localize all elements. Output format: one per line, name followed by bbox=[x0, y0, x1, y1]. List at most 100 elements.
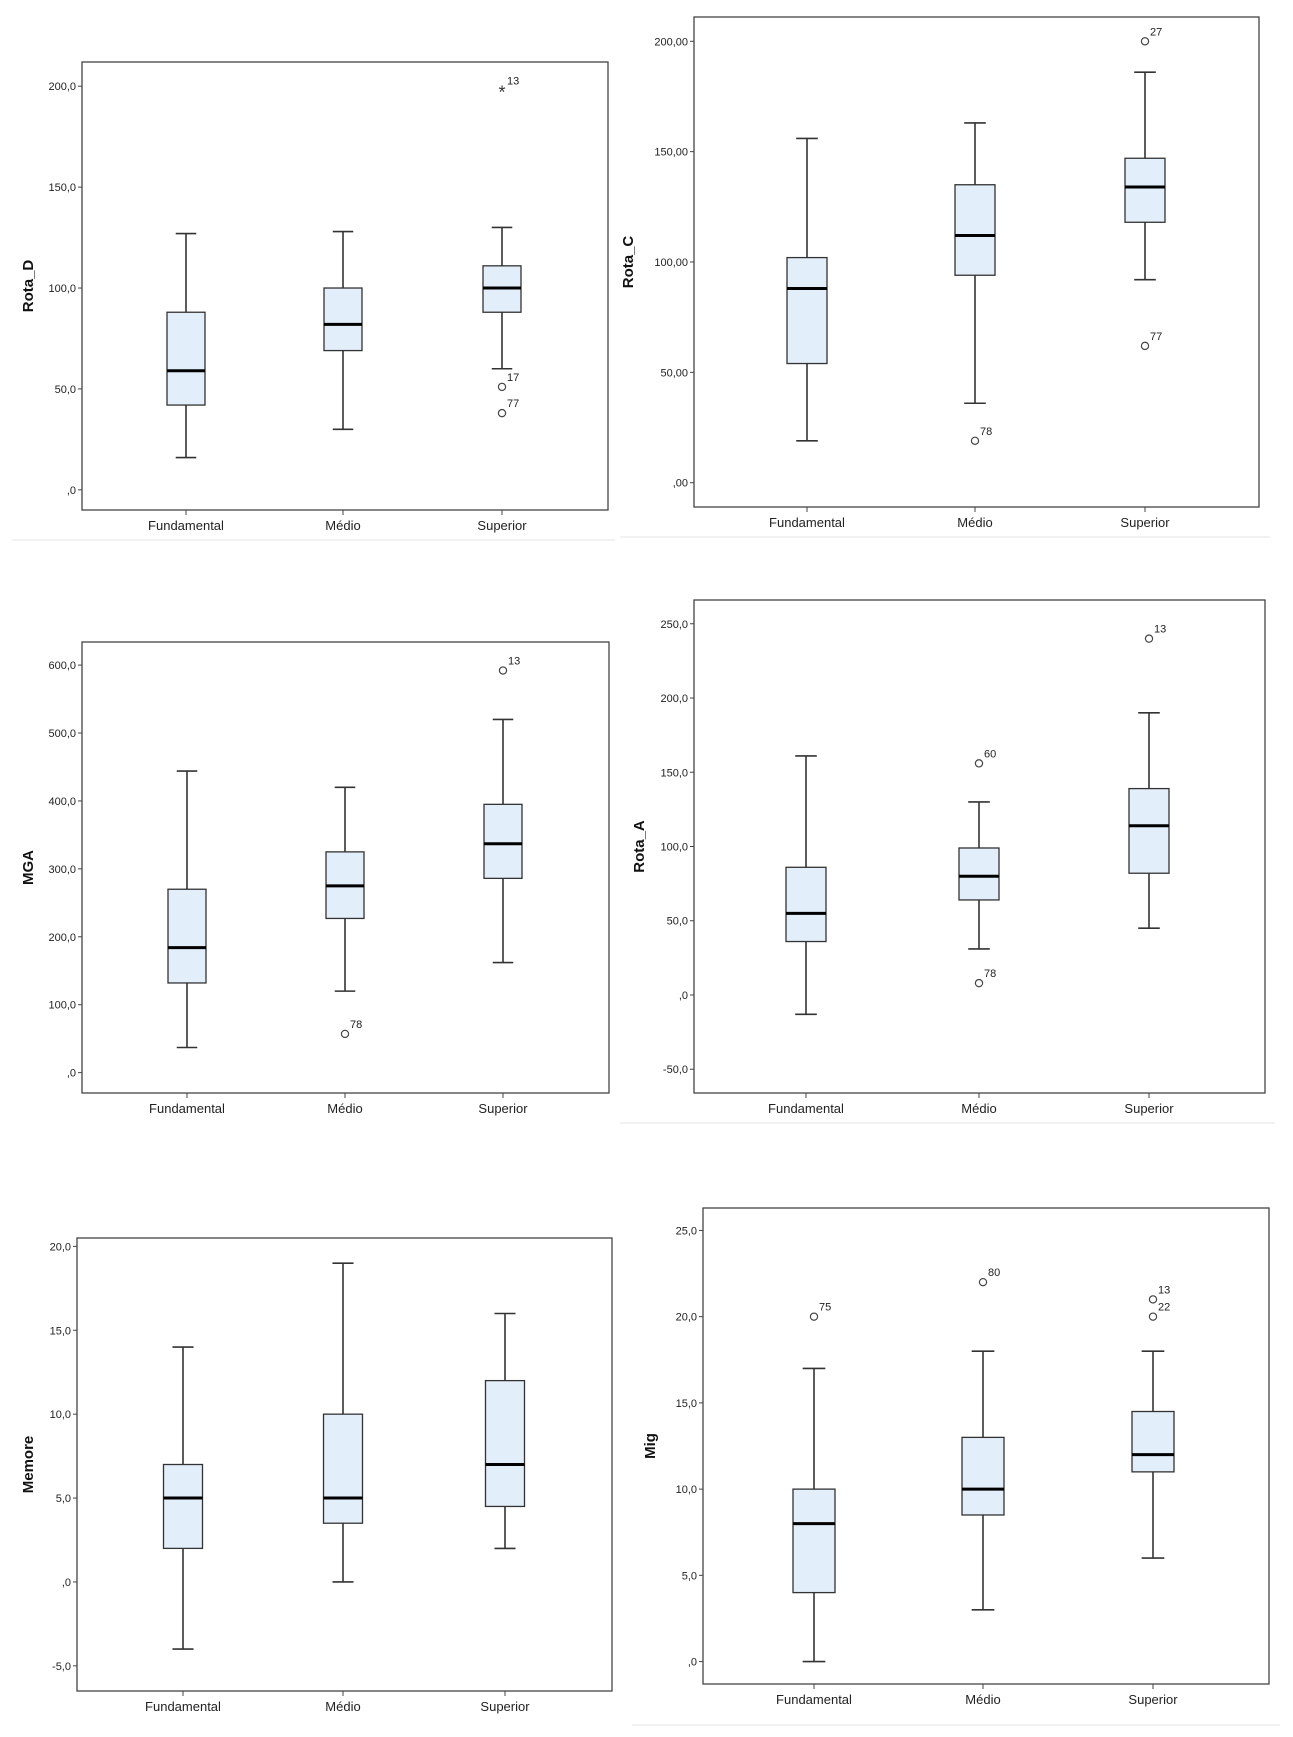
y-tick-label: 50,0 bbox=[667, 916, 688, 928]
x-tick-label: Superior bbox=[1120, 515, 1170, 530]
outlier-marker bbox=[1148, 1295, 1158, 1304]
iqr-box bbox=[786, 256, 828, 365]
iqr-box bbox=[958, 847, 1000, 901]
x-tick-label: Médio bbox=[325, 518, 360, 533]
x-tick-label: Superior bbox=[477, 518, 527, 533]
y-axis-title: MGA bbox=[20, 850, 37, 885]
box-superior: *13 17 77 bbox=[482, 75, 522, 418]
x-tick-label: Superior bbox=[1128, 1692, 1178, 1707]
x-tick-label: Superior bbox=[480, 1699, 530, 1714]
x-tick-label: Fundamental bbox=[149, 1101, 225, 1116]
outlier-marker bbox=[340, 1029, 350, 1039]
y-tick-label: 250,0 bbox=[660, 619, 688, 631]
iqr-box bbox=[322, 1413, 364, 1524]
box-fundamental bbox=[166, 232, 206, 459]
x-tick-label: Superior bbox=[478, 1101, 528, 1116]
x-tick-label: Fundamental bbox=[769, 515, 845, 530]
box-medio: 80 bbox=[961, 1267, 1005, 1611]
outlier-marker bbox=[978, 1277, 988, 1287]
box-medio: 60 78 bbox=[958, 748, 1000, 988]
outlier-label: 17 bbox=[507, 372, 519, 384]
chart-panel-rota-d: ,0 50,0 100,0 150,0 200,0 Fundamental Médio Sup… bbox=[20, 61, 609, 533]
chart-panel-mga: ,0 100,0 200,0 300,0 400,0 500,0 600,0 Fundamen… bbox=[20, 641, 610, 1116]
iqr-box bbox=[323, 287, 363, 352]
chart-panel-rota-a: -50,0 ,0 50,0 100,0 150,0 200,0 250,0 Fundament… bbox=[631, 599, 1266, 1116]
y-axis-title: Rota_C bbox=[620, 236, 637, 289]
y-tick-label: 200,00 bbox=[654, 36, 688, 48]
y-tick-label: 20,0 bbox=[50, 1241, 71, 1253]
y-tick-label: ,0 bbox=[67, 485, 76, 497]
outlier-label: 13 bbox=[1154, 624, 1166, 636]
box-medio bbox=[322, 1262, 364, 1583]
y-axis-title: Rota_A bbox=[631, 820, 648, 873]
y-tick-label: ,0 bbox=[62, 1577, 71, 1589]
outlier-label: 27 bbox=[1150, 26, 1162, 38]
iqr-box bbox=[785, 866, 827, 943]
box-medio: 78 bbox=[954, 122, 996, 445]
plot-frame bbox=[81, 61, 609, 511]
box-superior: 13 22 bbox=[1131, 1284, 1175, 1559]
box-fundamental bbox=[785, 755, 827, 1016]
y-tick-label: 50,00 bbox=[660, 367, 688, 379]
outlier-label: 13 bbox=[507, 75, 519, 87]
y-tick-label: ,00 bbox=[673, 478, 688, 490]
box-fundamental: 75 bbox=[792, 1302, 836, 1663]
x-tick-label: Fundamental bbox=[768, 1101, 844, 1116]
iqr-box bbox=[954, 184, 996, 276]
outlier-marker bbox=[974, 759, 984, 768]
box-medio bbox=[323, 230, 363, 431]
y-tick-label: 5,0 bbox=[56, 1493, 71, 1505]
outlier-label: 78 bbox=[980, 426, 992, 438]
y-tick-label: 10,0 bbox=[676, 1484, 697, 1496]
y-tick-label: ,0 bbox=[679, 990, 688, 1002]
y-tick-label: 5,0 bbox=[682, 1570, 697, 1582]
outlier-marker bbox=[809, 1312, 819, 1321]
chart-panel-rota-c: ,00 50,00 100,00 150,00 200,00 Fundamental Méd… bbox=[620, 16, 1260, 530]
box-superior: 27 77 bbox=[1124, 26, 1166, 351]
y-tick-label: 300,0 bbox=[48, 864, 76, 876]
outlier-marker bbox=[1140, 37, 1150, 46]
x-tick-label: Fundamental bbox=[776, 1692, 852, 1707]
iqr-box bbox=[961, 1436, 1005, 1516]
iqr-box bbox=[167, 888, 207, 984]
box-superior bbox=[484, 1312, 526, 1550]
box-fundamental bbox=[162, 1346, 204, 1650]
y-tick-label: -5,0 bbox=[52, 1661, 71, 1673]
y-tick-label: 200,0 bbox=[660, 693, 688, 705]
y-tick-label: 100,0 bbox=[48, 1000, 76, 1012]
iqr-box bbox=[1124, 157, 1166, 223]
outlier-marker bbox=[1140, 341, 1150, 351]
x-tick-label: Médio bbox=[961, 1101, 996, 1116]
y-tick-label: 400,0 bbox=[48, 796, 76, 808]
y-tick-label: 50,0 bbox=[55, 384, 76, 396]
y-tick-label: ,0 bbox=[67, 1068, 76, 1080]
y-tick-label: 10,0 bbox=[50, 1409, 71, 1421]
y-axis-title: Rota_D bbox=[20, 260, 37, 313]
outlier-marker bbox=[498, 666, 508, 675]
box-superior: 13 bbox=[1128, 624, 1170, 929]
x-tick-label: Médio bbox=[325, 1699, 360, 1714]
box-fundamental bbox=[167, 770, 207, 1049]
y-tick-label: 15,0 bbox=[50, 1325, 71, 1337]
outlier-marker bbox=[497, 408, 507, 418]
box-superior: 13 bbox=[483, 656, 523, 964]
y-tick-label: -50,0 bbox=[663, 1064, 688, 1076]
iqr-box bbox=[483, 803, 523, 880]
x-tick-label: Médio bbox=[965, 1692, 1000, 1707]
y-tick-label: 600,0 bbox=[48, 660, 76, 672]
chart-panel-memore: -5,0 ,0 5,0 10,0 15,0 20,0 Fundamental Médio Sup… bbox=[20, 1237, 613, 1714]
x-tick-label: Médio bbox=[957, 515, 992, 530]
outlier-label: 75 bbox=[819, 1302, 831, 1314]
outlier-label: 80 bbox=[988, 1267, 1000, 1279]
outlier-label: 60 bbox=[984, 748, 996, 760]
y-axis-title: Mig bbox=[642, 1433, 659, 1459]
outlier-label: 77 bbox=[507, 398, 519, 410]
outlier-label: 22 bbox=[1158, 1302, 1170, 1314]
outlier-marker bbox=[970, 436, 980, 445]
outlier-marker bbox=[497, 382, 507, 392]
y-tick-label: 20,0 bbox=[676, 1312, 697, 1324]
iqr-box bbox=[1131, 1410, 1175, 1473]
y-tick-label: ,0 bbox=[688, 1657, 697, 1669]
outlier-marker bbox=[1148, 1312, 1158, 1321]
